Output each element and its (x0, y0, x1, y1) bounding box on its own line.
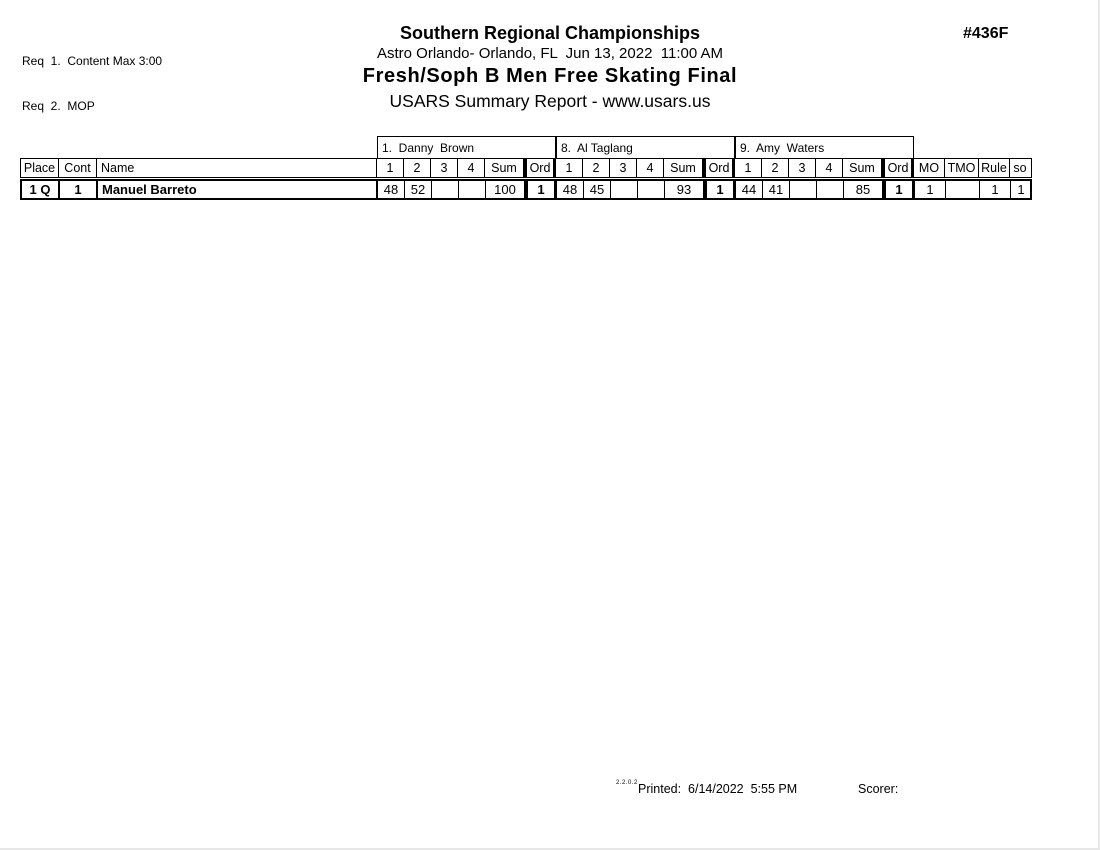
col-header-j1-2: 2 (404, 159, 431, 177)
col-header-j2-1: 1 (556, 159, 583, 177)
col-header-j3-1: 1 (735, 159, 762, 177)
col-header-j3-3: 3 (789, 159, 816, 177)
col-header-j2-4: 4 (637, 159, 664, 177)
cell-place: 1 Q (22, 181, 60, 198)
col-header-name: Name (97, 159, 377, 177)
cell-j1-s2: 52 (405, 181, 432, 198)
footer-scorer-label: Scorer: (858, 782, 899, 796)
cell-j2-ord: 1 (704, 181, 736, 198)
req-line-2: Req 2. MOP (22, 99, 95, 113)
col-header-j2-sum: Sum (664, 159, 703, 177)
col-header-j2-3: 3 (610, 159, 637, 177)
col-header-j2-ord: Ord (703, 159, 735, 177)
table-header-row: Place Cont Name 1 2 3 4 Sum Ord 1 2 3 4 Sum Ord 1 2 3 4 Sum… (20, 158, 1032, 178)
judge-name-2: 8. Al Taglang (556, 136, 735, 158)
page-edge-right (1098, 0, 1100, 850)
col-header-j3-ord: Ord (882, 159, 914, 177)
judge-name-3: 9. Amy Waters (735, 136, 914, 158)
col-header-tmo: TMO (945, 159, 979, 177)
cell-j3-s3 (790, 181, 817, 198)
col-header-so: so (1013, 161, 1027, 175)
footer-version: 2.2.0.2 (616, 780, 638, 786)
cell-j1-ord: 1 (525, 181, 557, 198)
cell-mo: 1 (915, 181, 946, 198)
footer-printed-line: Printed: 6/14/2022 5:55 PM (638, 782, 798, 796)
cell-j2-s3 (611, 181, 638, 198)
cell-j3-s4 (817, 181, 844, 198)
col-header-j3-4: 4 (816, 159, 843, 177)
report-type-line: USARS Summary Report - www.usars.us (389, 91, 711, 111)
col-header-j3-2: 2 (762, 159, 789, 177)
cell-tmo (946, 181, 980, 198)
cell-j3-s2: 41 (763, 181, 790, 198)
cell-so: 1 (1017, 182, 1025, 197)
report-header: Southern Regional Championships Astro Or… (0, 22, 1100, 113)
cell-name: Manuel Barreto (98, 181, 378, 198)
cell-cont: 1 (60, 181, 98, 198)
cell-j2-s2: 45 (584, 181, 611, 198)
event-number: #436F (963, 25, 1009, 42)
col-header-place: Place (21, 159, 59, 177)
judge-row-spacer (20, 136, 377, 158)
col-header-mo: MO (914, 159, 945, 177)
req-line-1: Req 1. Content Max 3:00 (22, 54, 163, 68)
col-header-cont: Cont (59, 159, 97, 177)
page-edge-bottom (0, 848, 1100, 850)
event-title: Fresh/Soph B Men Free Skating Final (362, 65, 738, 87)
judge-name-row: 1. Danny Brown 8. Al Taglang 9. Amy Waters (20, 136, 1032, 158)
championship-title: Southern Regional Championships (399, 23, 700, 43)
cell-j1-s3 (432, 181, 459, 198)
col-header-j1-sum: Sum (485, 159, 524, 177)
requirements-block: Req 1. Content Max 3:00 Req 2. MOP (22, 24, 162, 129)
col-header-j3-sum: Sum (843, 159, 882, 177)
cell-j1-s1: 48 (378, 181, 405, 198)
results-table: 1. Danny Brown 8. Al Taglang 9. Amy Waters… (20, 136, 1032, 200)
venue-date-line: Astro Orlando- Orlando, FL Jun 13, 2022 … (376, 45, 724, 62)
cell-j2-sum: 93 (665, 181, 704, 198)
col-header-j1-ord: Ord (524, 159, 556, 177)
col-header-j1-3: 3 (431, 159, 458, 177)
col-header-j1-1: 1 (377, 159, 404, 177)
cell-j2-s4 (638, 181, 665, 198)
col-header-rule: Rule (979, 159, 1010, 177)
cell-rule: 1 (980, 181, 1011, 198)
cell-j1-sum: 100 (486, 181, 525, 198)
col-header-j2-2: 2 (583, 159, 610, 177)
cell-j2-s1: 48 (557, 181, 584, 198)
cell-j3-ord: 1 (883, 181, 915, 198)
cell-j3-sum: 85 (844, 181, 883, 198)
cell-j3-s1: 44 (736, 181, 763, 198)
cell-j1-s4 (459, 181, 486, 198)
judge-name-1: 1. Danny Brown (377, 136, 556, 158)
col-header-j1-4: 4 (458, 159, 485, 177)
skater-row: 1 Q 1 Manuel Barreto 48 52 100 1 48 45 93 1 44 41 85 1… (20, 179, 1032, 200)
